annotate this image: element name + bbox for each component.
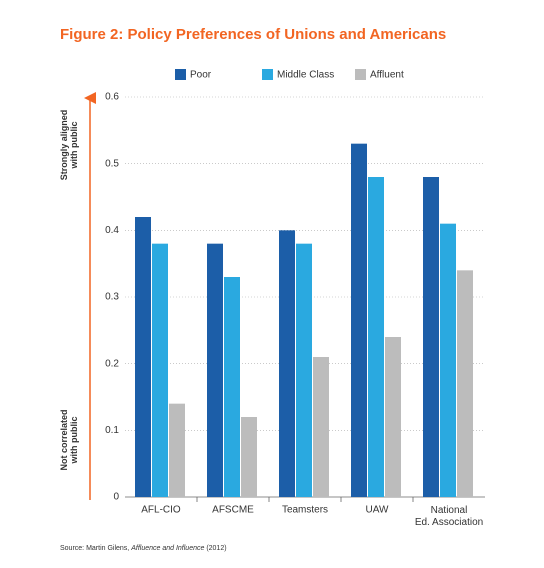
x-tick-label: National Ed. Association [415,505,483,528]
y-tick-label: 0.2 [105,358,119,369]
y-annotation-line: with public [69,122,79,170]
y-annotation-line: with public [69,417,79,465]
legend-swatch [262,69,273,80]
bar [241,417,257,497]
x-tick-label: AFSCME [212,505,254,516]
legend-label: Affluent [370,70,404,81]
x-tick-label-line: National [431,505,468,516]
legend-swatch [175,69,186,80]
bar [423,177,439,497]
legend-label: Poor [190,70,212,81]
source: Source: Martin Gilens, Affluence and Inf… [60,545,227,552]
bar [152,243,168,497]
bar [368,177,384,497]
y-tick-label: 0.5 [105,158,119,169]
bar [313,357,329,497]
x-tick-label: AFL-CIO [141,505,181,516]
bar [135,217,151,497]
chart-title: Figure 2: Policy Preferences of Unions a… [60,26,446,43]
bar [279,230,295,498]
bar [351,143,367,497]
bar [207,243,223,497]
y-tick-label: 0.3 [105,292,119,303]
legend-swatch [355,69,366,80]
bar [169,403,185,497]
y-tick-label: 0 [113,492,119,503]
bar [385,337,401,497]
y-tick-label: 0.6 [105,92,119,103]
y-annotation-line: Not correlated [59,409,69,470]
y-tick-label: 0.1 [105,425,119,436]
y-annotation: Not correlatedwith public [59,409,79,470]
source-year: (2012) [204,545,226,552]
bar [457,270,473,497]
x-tick-label: Teamsters [282,505,328,516]
bar [224,277,240,497]
x-tick-label-line: Ed. Association [415,517,483,528]
source-title: Affluence and Influence [130,545,204,552]
y-annotation: Strongly alignedwith public [59,110,79,181]
bar [440,223,456,497]
y-tick-label: 0.4 [105,225,119,236]
y-annotation-line: Strongly aligned [59,110,69,181]
x-tick-label: UAW [366,505,390,516]
bar [296,243,312,497]
source-text: Source: Martin Gilens, [60,545,131,552]
legend-label: Middle Class [277,70,334,81]
